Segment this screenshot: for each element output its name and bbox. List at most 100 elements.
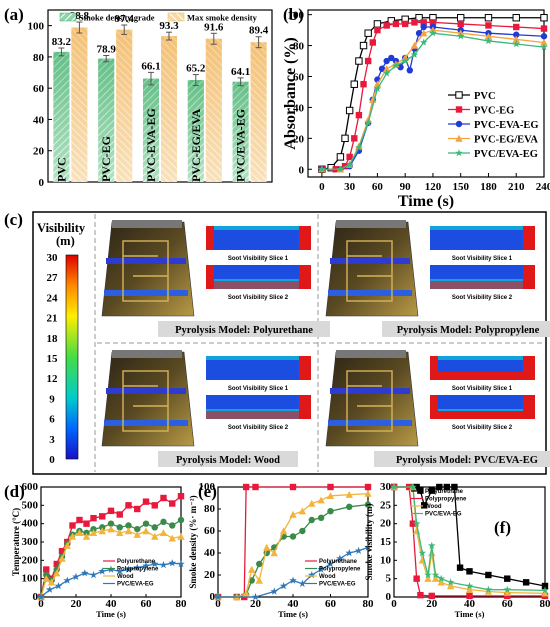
cell-title: Pyrolysis Model: Wood (176, 455, 280, 466)
plot-frame (307, 9, 545, 178)
data-point (317, 565, 325, 573)
data-point (125, 502, 132, 509)
data-point (540, 33, 548, 40)
data-point (374, 26, 381, 34)
data-point (428, 592, 435, 600)
data-point (431, 574, 440, 582)
data-point (431, 571, 440, 579)
data-point (341, 162, 349, 170)
slice-plane (104, 420, 188, 426)
data-point (142, 520, 150, 527)
data-point (345, 106, 354, 115)
data-point (412, 519, 421, 527)
data-point (541, 589, 549, 597)
data-label: 97.4 (115, 13, 135, 25)
data-point (116, 524, 123, 531)
colorbar-tick: 0 (49, 454, 55, 466)
panel-e: (e) 0 20 40 60 80 100 0 20 40 60 80 Time (s) Smoke de… (188, 481, 374, 619)
slice-hot-zone (206, 281, 311, 289)
x-tick-label: 80 (540, 598, 550, 610)
data-point (151, 532, 159, 540)
data-point (465, 585, 474, 593)
y-tick-label: 80 (293, 41, 305, 53)
data-point (541, 582, 549, 590)
slice-caption: Soot Visibility Slice 2 (452, 295, 513, 301)
data-point (392, 20, 400, 28)
x-tick-label: 240 (536, 181, 550, 193)
y-tick-label: 60 (293, 71, 305, 83)
slice-hot-zone (299, 226, 311, 250)
y-axis-label: Smoke density (%· m⁻²) (188, 495, 198, 588)
data-point (160, 518, 167, 526)
data-label: 83.2 (52, 36, 72, 48)
category-label: PVC-EVA-EG (144, 108, 158, 182)
x-tick-label: 0 (215, 598, 221, 610)
data-point (53, 560, 60, 568)
colorbar-tick: 3 (49, 434, 55, 446)
data-point (345, 160, 354, 168)
y-axis-label: Absorbance (%) (282, 37, 299, 149)
category-label: PVC (54, 157, 68, 182)
data-point (383, 57, 390, 65)
legend-marker (455, 149, 463, 157)
structure (122, 370, 169, 432)
y-tick-label: 40 (204, 547, 216, 559)
legend-entry: Wood (117, 574, 134, 580)
legend-entry: Smoke density grade (79, 13, 155, 23)
series-line (321, 21, 545, 170)
slice-hot-zone (206, 226, 214, 250)
y-tick-label: 20 (293, 133, 305, 145)
legend-entry: Wood (425, 504, 442, 510)
slice-hot-zone (430, 356, 438, 380)
data-point (401, 57, 409, 65)
y-tick-label: 600 (22, 481, 39, 493)
data-point (392, 61, 400, 69)
x-tick-label: 120 (425, 181, 442, 193)
data-point (159, 529, 168, 537)
data-point (80, 569, 89, 577)
colorbar-tick: 24 (47, 292, 59, 304)
bar-hatch (205, 38, 222, 183)
data-point (410, 41, 419, 49)
data-point (336, 153, 345, 161)
y-tick-label: 0 (210, 591, 216, 603)
data-point (350, 80, 358, 88)
data-point (457, 20, 464, 28)
data-point (289, 510, 297, 518)
data-point (299, 527, 306, 535)
slice-plane (106, 258, 186, 264)
x-tick-label: 80 (363, 598, 375, 610)
data-point (68, 532, 77, 540)
data-point (263, 543, 271, 551)
x-tick-label: 20 (71, 598, 83, 610)
slice-hot-zone (430, 395, 438, 419)
series-line (40, 528, 182, 598)
simulation-cell: Soot Visibility Slice 1 Soot Visibility S… (101, 220, 330, 337)
y-tick-label: 15 (380, 536, 392, 548)
data-point (364, 29, 372, 37)
data-point (345, 549, 354, 557)
legend-entry: Polyurethane (117, 559, 156, 565)
data-point (364, 489, 372, 497)
data-point (177, 492, 185, 500)
legend-marker (455, 134, 463, 142)
data-point (47, 578, 56, 586)
data-point (45, 585, 54, 593)
data-point (82, 532, 91, 540)
legend-entry: PVC-EG/EVA (474, 135, 538, 146)
panel-label: (f) (494, 518, 511, 537)
model-box (101, 351, 195, 447)
data-point (336, 554, 344, 562)
x-tick-label: 90 (400, 181, 412, 193)
y-tick-label: 100 (22, 573, 39, 585)
structure (346, 240, 393, 302)
simulation-cell: Soot Visibility Slice 1 Soot Visibility S… (325, 220, 550, 337)
model-top (112, 350, 182, 358)
category-label: PVC/EVA-EG (234, 109, 248, 182)
plot-frame (40, 486, 182, 598)
legend-entry: PVC/EVA-EG (117, 582, 154, 588)
data-point (298, 579, 307, 587)
